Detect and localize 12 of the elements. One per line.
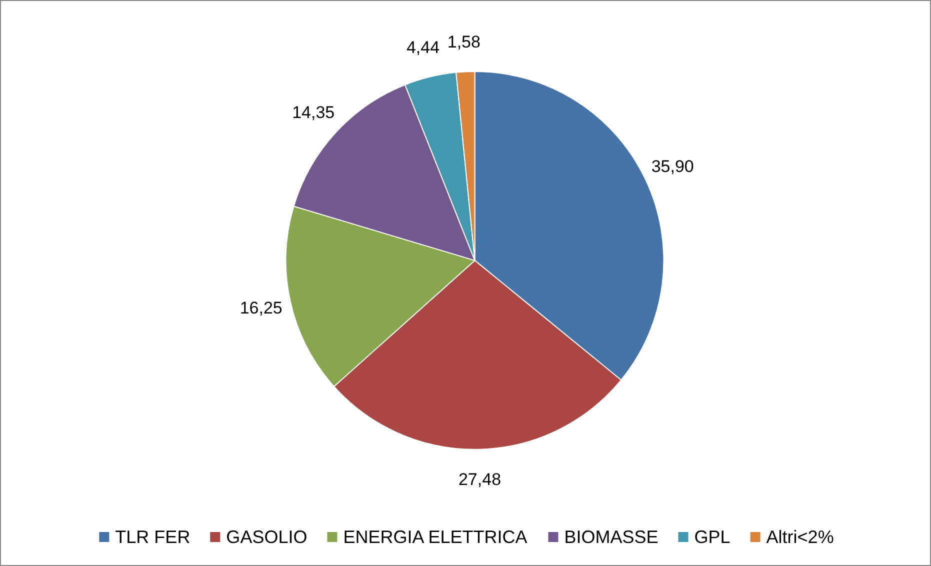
data-label: 16,25 bbox=[240, 298, 282, 318]
data-label: 1,58 bbox=[447, 32, 480, 52]
legend-label: GASOLIO bbox=[226, 527, 308, 547]
data-label: 4,44 bbox=[406, 38, 440, 58]
data-label: 27,48 bbox=[458, 470, 502, 489]
legend-label: BIOMASSE bbox=[564, 527, 658, 547]
legend-label: ENERGIA ELETTRICA bbox=[343, 527, 528, 547]
data-label: 35,90 bbox=[651, 157, 694, 176]
legend-label: GPL bbox=[694, 527, 730, 547]
legend-label: TLR FER bbox=[115, 527, 190, 547]
data-label: 14,35 bbox=[292, 103, 335, 122]
legend-label: Altri<2% bbox=[766, 527, 834, 547]
